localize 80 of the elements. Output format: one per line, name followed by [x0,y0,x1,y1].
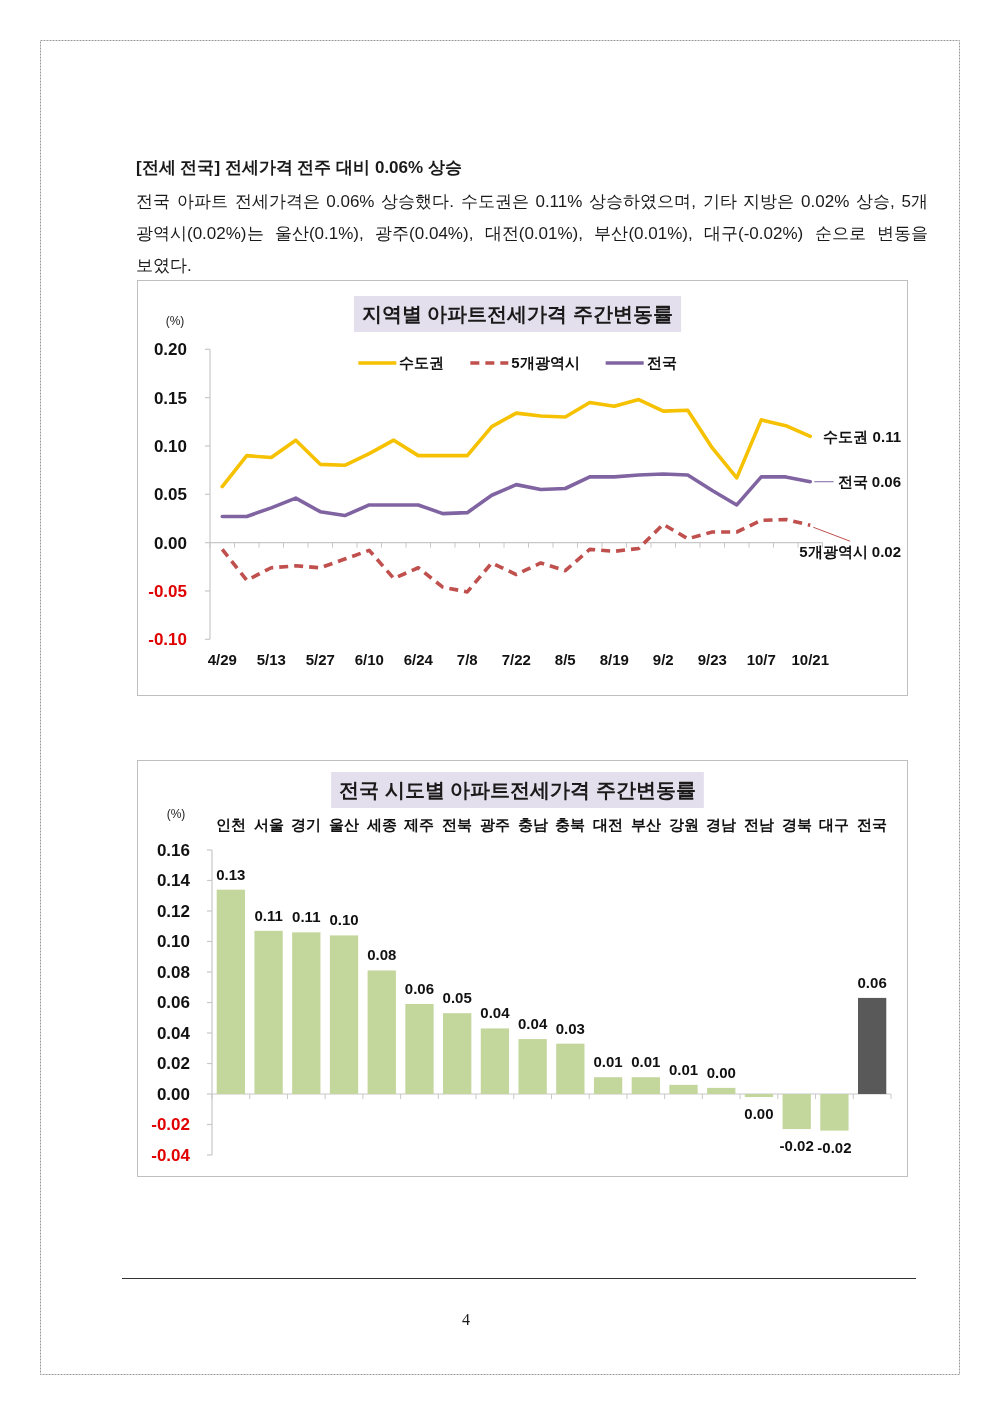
x-tick-label: 충남 [517,816,548,834]
x-tick-label: 전국 [857,816,888,834]
x-tick-label: 7/8 [456,651,478,669]
x-tick-label: 6/10 [354,651,384,669]
y-tick-label: 0.04 [156,1023,191,1043]
y-tick-label: 0.08 [156,962,190,982]
data-label: 0.08 [367,946,397,964]
y-tick-label: -0.05 [148,581,187,601]
annotation: 전국 0.06 [837,472,901,490]
data-label: -0.02 [817,1138,852,1156]
x-tick-label: 대전 [593,816,624,834]
y-tick-label: 0.00 [156,1084,190,1104]
x-tick-label: 7/22 [501,651,531,669]
y-tick-label: 0.05 [153,485,187,505]
x-tick-label: 경기 [291,816,322,834]
x-tick-label: 9/2 [652,651,674,669]
x-tick-label: 5/13 [256,651,286,669]
chart-title: 지역별 아파트전세가격 주간변동률 [361,303,674,325]
data-label: 0.05 [442,989,472,1007]
x-tick-label: 8/19 [599,651,629,669]
y-tick-label: 0.02 [156,1054,190,1074]
x-tick-label: 대구 [819,816,850,834]
y-tick-label: 0.12 [156,901,190,921]
legend-label: 5개광역시 [511,354,580,372]
x-tick-label: 제주 [403,816,435,834]
x-tick-label: 8/5 [554,651,576,669]
x-tick-label: 광주 [479,816,510,834]
data-label: 0.11 [292,908,321,926]
data-label: 0.06 [857,973,887,991]
x-tick-label: 세종 [365,816,397,834]
x-tick-label: 10/21 [791,651,830,669]
y-tick-label: 0.10 [153,436,187,456]
y-tick-label: 0.14 [156,871,191,891]
x-tick-label: 충북 [555,816,586,834]
x-tick-label: 울산 [329,816,360,834]
x-tick-label: 6/24 [403,651,434,669]
data-label: -0.02 [779,1137,814,1155]
data-label: 0.03 [555,1019,585,1037]
x-tick-label: 인천 [215,816,246,834]
x-tick-label: 경남 [706,816,737,834]
y-tick-label: 0.10 [156,932,190,952]
legend-label: 수도권 [399,354,445,372]
data-label: 0.01 [668,1060,699,1078]
x-tick-label: 4/29 [207,651,237,669]
x-tick-label: 5/27 [305,651,335,669]
y-tick-label: 0.20 [153,340,187,360]
data-label: 0.04 [480,1004,511,1022]
x-tick-label: 10/7 [746,651,776,669]
y-tick-label: 0.06 [156,993,190,1013]
data-label: 0.00 [744,1105,774,1123]
data-label: 0.11 [254,906,283,924]
x-tick-label: 전북 [442,816,473,834]
data-label: 0.01 [593,1053,623,1071]
data-label: 0.00 [706,1063,736,1081]
chart-title: 전국 시도별 아파트전세가격 주간변동률 [339,779,696,801]
annotation: 수도권 0.11 [823,427,901,445]
text: [전세 전국] 전세가격 전주 대비 0.06% 상승 [136,157,462,179]
data-label: 0.04 [518,1015,548,1033]
data-label: 0.06 [404,980,435,998]
x-tick-label: 강원 [668,816,699,834]
data-label: 0.10 [329,911,359,929]
y-tick-label: -0.04 [151,1145,191,1165]
x-tick-label: 9/23 [697,651,727,669]
y-tick-label: -0.02 [151,1115,190,1135]
x-tick-label: 경북 [781,816,812,834]
x-tick-label: 서울 [253,816,284,834]
x-tick-label: 부산 [630,816,661,834]
y-tick-label: 0.00 [153,533,187,553]
text: 4 [461,1310,471,1330]
y-tick-label: 0.16 [156,840,190,860]
data-label: 0.13 [216,865,246,883]
y-tick-label: 0.15 [153,388,187,408]
y-axis-title: (%) [165,314,185,328]
text: 전국 아파트 전세가격은 0.06% 상승했다. 수도권은 0.11% 상승하였으며, 기타 지방은 0.02% 상승, 5개 광역시(0.02%)는 울산(0.1%), 광주(0.04%), 대전(0.01%), 부산(0.01%), 대구(-0.02%) 순으로 변동을 보였다. [136,191,928,277]
legend-label: 전국 [646,354,677,372]
y-tick-label: -0.10 [148,630,187,650]
data-label: 0.01 [631,1053,661,1071]
x-tick-label: 전남 [743,816,774,834]
y-axis-title: (%) [166,807,186,821]
annotation: 5개광역시 0.02 [799,543,901,561]
